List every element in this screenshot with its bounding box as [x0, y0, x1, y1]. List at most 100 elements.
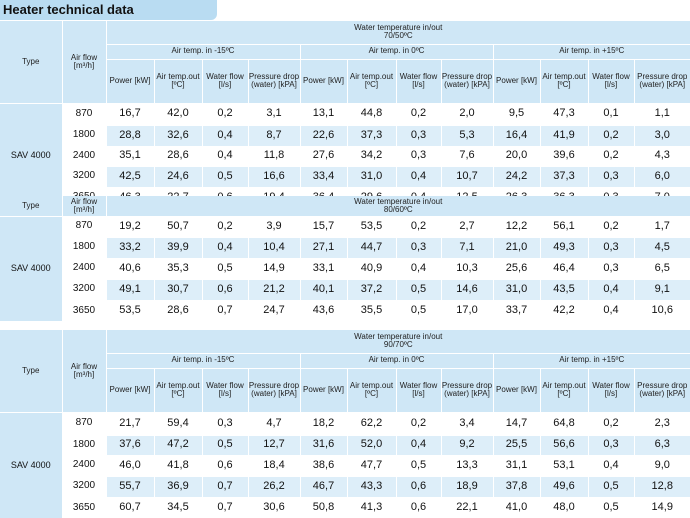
air-flow-value: 3200 — [62, 279, 106, 300]
data-cell: 24,2 — [493, 166, 540, 187]
data-cell: 14,7 — [493, 412, 540, 435]
data-cell: 9,0 — [634, 455, 690, 476]
air-temp-group-header: Air temp. in -15ºC — [106, 353, 300, 368]
data-cell: 2,3 — [634, 412, 690, 435]
data-cell: 9,5 — [493, 103, 540, 125]
data-cell: 41,3 — [347, 497, 396, 518]
data-cell: 0,4 — [588, 455, 634, 476]
data-cell: 18,9 — [441, 476, 493, 497]
air-flow-header: Air flow [m³/h] — [62, 330, 106, 412]
data-cell: 40,9 — [347, 258, 396, 279]
power-header: Power [kW] — [493, 368, 540, 412]
data-cell: 0,4 — [202, 125, 248, 146]
air-temp-out-header: Air temp.out [ºC] — [540, 368, 588, 412]
data-cell: 40,1 — [300, 279, 347, 300]
pressure-drop-header: Pressure drop (water) [kPA] — [441, 59, 493, 103]
data-cell: 49,3 — [540, 237, 588, 258]
data-cell: 17,0 — [441, 300, 493, 321]
data-cell: 18,4 — [248, 455, 300, 476]
data-cell: 24,7 — [248, 300, 300, 321]
data-cell: 12,2 — [493, 216, 540, 237]
air-temp-out-header: Air temp.out [ºC] — [347, 59, 396, 103]
data-cell: 41,9 — [540, 125, 588, 146]
water-flow-header: Water flow [l/s] — [588, 59, 634, 103]
data-cell: 0,5 — [396, 279, 441, 300]
air-flow-value: 870 — [62, 216, 106, 237]
title-bar: Heater technical data — [0, 0, 217, 20]
data-cell: 52,0 — [347, 435, 396, 455]
data-cell: 25,6 — [493, 258, 540, 279]
data-cell: 30,6 — [248, 497, 300, 518]
data-cell: 3,9 — [248, 216, 300, 237]
data-cell: 10,6 — [634, 300, 690, 321]
power-header: Power [kW] — [300, 368, 347, 412]
water-flow-header: Water flow [l/s] — [202, 59, 248, 103]
data-cell: 7,1 — [441, 237, 493, 258]
data-cell: 20,0 — [493, 146, 540, 166]
data-cell: 0,3 — [588, 435, 634, 455]
data-cell: 47,3 — [540, 103, 588, 125]
model-label: SAV 4000 — [0, 412, 62, 518]
data-cell: 0,5 — [202, 258, 248, 279]
data-cell: 0,4 — [396, 166, 441, 187]
data-cell: 42,2 — [540, 300, 588, 321]
data-cell: 0,7 — [202, 497, 248, 518]
water-temperature-value: 80/60ºC — [107, 206, 690, 214]
pressure-drop-header: Pressure drop (water) [kPA] — [441, 368, 493, 412]
air-temp-group-header: Air temp. in +15ºC — [493, 353, 690, 368]
data-cell: 55,7 — [106, 476, 154, 497]
data-cell: 3,0 — [634, 125, 690, 146]
data-cell: 24,6 — [154, 166, 202, 187]
data-cell: 53,5 — [106, 300, 154, 321]
data-cell: 59,4 — [154, 412, 202, 435]
data-cell: 37,8 — [493, 476, 540, 497]
data-cell: 22,1 — [441, 497, 493, 518]
data-cell: 0,6 — [202, 455, 248, 476]
air-flow-value: 2400 — [62, 455, 106, 476]
air-flow-value: 1800 — [62, 125, 106, 146]
data-cell: 43,6 — [300, 300, 347, 321]
data-cell: 0,6 — [396, 476, 441, 497]
pressure-drop-header: Pressure drop (water) [kPA] — [634, 59, 690, 103]
data-cell: 4,3 — [634, 146, 690, 166]
data-cell: 12,8 — [634, 476, 690, 497]
data-cell: 39,9 — [154, 237, 202, 258]
data-cell: 11,8 — [248, 146, 300, 166]
air-flow-header: Air flow [m³/h] — [62, 21, 106, 103]
data-cell: 16,6 — [248, 166, 300, 187]
data-cell: 28,8 — [106, 125, 154, 146]
air-flow-header: Air flow [m³/h] — [62, 196, 106, 216]
data-cell: 0,3 — [396, 237, 441, 258]
data-cell: 15,7 — [300, 216, 347, 237]
data-cell: 14,6 — [441, 279, 493, 300]
data-cell: 40,6 — [106, 258, 154, 279]
data-cell: 37,3 — [540, 166, 588, 187]
model-label: SAV 4000 — [0, 103, 62, 207]
power-header: Power [kW] — [106, 368, 154, 412]
data-cell: 3,1 — [248, 103, 300, 125]
data-cell: 35,1 — [106, 146, 154, 166]
air-flow-value: 3650 — [62, 497, 106, 518]
data-cell: 14,9 — [248, 258, 300, 279]
data-cell: 37,3 — [347, 125, 396, 146]
data-cell: 42,5 — [106, 166, 154, 187]
data-cell: 49,1 — [106, 279, 154, 300]
air-flow-value: 3200 — [62, 476, 106, 497]
data-cell: 10,4 — [248, 237, 300, 258]
data-cell: 31,1 — [493, 455, 540, 476]
data-cell: 0,3 — [202, 412, 248, 435]
data-cell: 6,5 — [634, 258, 690, 279]
data-cell: 9,1 — [634, 279, 690, 300]
data-cell: 0,2 — [588, 216, 634, 237]
data-cell: 1,7 — [634, 216, 690, 237]
